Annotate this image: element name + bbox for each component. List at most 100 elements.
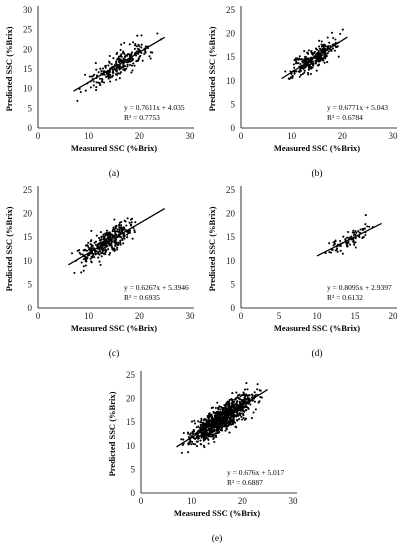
data-point [201,421,205,424]
trend-line [68,208,165,266]
data-point [330,49,333,53]
data-point [332,244,335,247]
data-point [314,54,317,57]
data-point [123,237,126,240]
r-squared-label: R² = 0.6887 [227,478,263,487]
data-point [95,250,98,253]
data-point [240,415,243,418]
data-point [95,81,98,84]
y-tick-label: 0 [231,303,236,313]
data-point [216,432,219,435]
data-point [293,59,296,62]
data-point [220,427,223,430]
data-point [233,413,236,416]
data-point [284,70,287,73]
data-point [318,45,321,48]
x-tick-label: 20 [135,311,145,321]
data-point [125,60,128,64]
data-point [88,254,91,257]
data-point [322,57,325,60]
r-squared-label: R² = 0.7753 [124,113,160,122]
data-point [243,394,246,397]
data-point [138,48,141,51]
data-point [332,36,335,40]
data-point [320,40,323,43]
data-point [113,63,116,67]
data-point [298,75,301,78]
data-point [223,418,226,421]
y-tick-label: 15 [126,417,136,427]
data-point [220,426,223,429]
data-point [128,221,131,224]
data-point [328,251,331,254]
data-point [339,32,342,35]
y-tick-label: 5 [231,99,236,109]
data-point [126,63,129,66]
data-point [294,62,298,65]
equation-backdrop [120,281,190,303]
data-point [246,394,249,397]
data-point [98,82,101,85]
data-point [88,248,91,251]
data-point [118,68,121,71]
data-point [133,229,136,232]
y-tick-label: 25 [23,25,33,35]
data-point [98,237,101,240]
data-point [211,431,214,434]
data-point [196,437,199,440]
data-point [115,78,118,81]
data-point [364,233,367,237]
data-point [105,232,108,235]
data-point [104,250,107,253]
data-point [217,426,220,429]
scatter-points [180,382,263,454]
data-point [217,422,220,425]
y-tick-label: 20 [226,209,236,219]
data-point [247,407,250,410]
data-point [295,70,298,73]
y-tick-label: 20 [23,44,33,54]
data-point [100,246,103,249]
data-point [111,74,114,77]
data-point [104,66,107,69]
data-point [102,248,105,252]
data-point [113,218,116,221]
data-point [144,51,147,54]
data-point [133,47,136,50]
y-tick-label: 15 [226,232,236,242]
data-point [200,417,203,420]
data-point [133,64,136,67]
data-point [221,422,224,425]
data-point [110,241,113,244]
equation-backdrop [323,101,393,123]
data-point [122,68,125,71]
data-point [192,429,195,432]
data-point [228,416,231,419]
data-point [224,424,227,427]
data-point [333,242,336,245]
equation-backdrop [323,281,393,303]
y-tick-label: 15 [23,232,33,242]
data-point [70,252,74,255]
data-point [310,49,313,53]
data-point [236,413,239,416]
data-point [95,86,98,89]
data-point [95,89,98,92]
data-point [207,416,210,419]
data-point [219,408,222,411]
data-point [246,388,249,391]
y-tick-label: 15 [226,52,236,62]
y-tick-label: 0 [231,123,236,133]
data-point [241,418,244,421]
data-point [126,236,129,239]
data-point [251,394,254,397]
data-point [243,388,247,391]
data-point [119,71,122,74]
chart-panel-c: 0 5 10 15 20 25 0 10 20 30 y = 0.6267x + 5.3946R² … [4,185,195,359]
data-point [89,257,92,260]
data-point [89,243,92,246]
data-point [115,69,118,72]
data-point [318,39,321,42]
data-point [126,233,129,236]
